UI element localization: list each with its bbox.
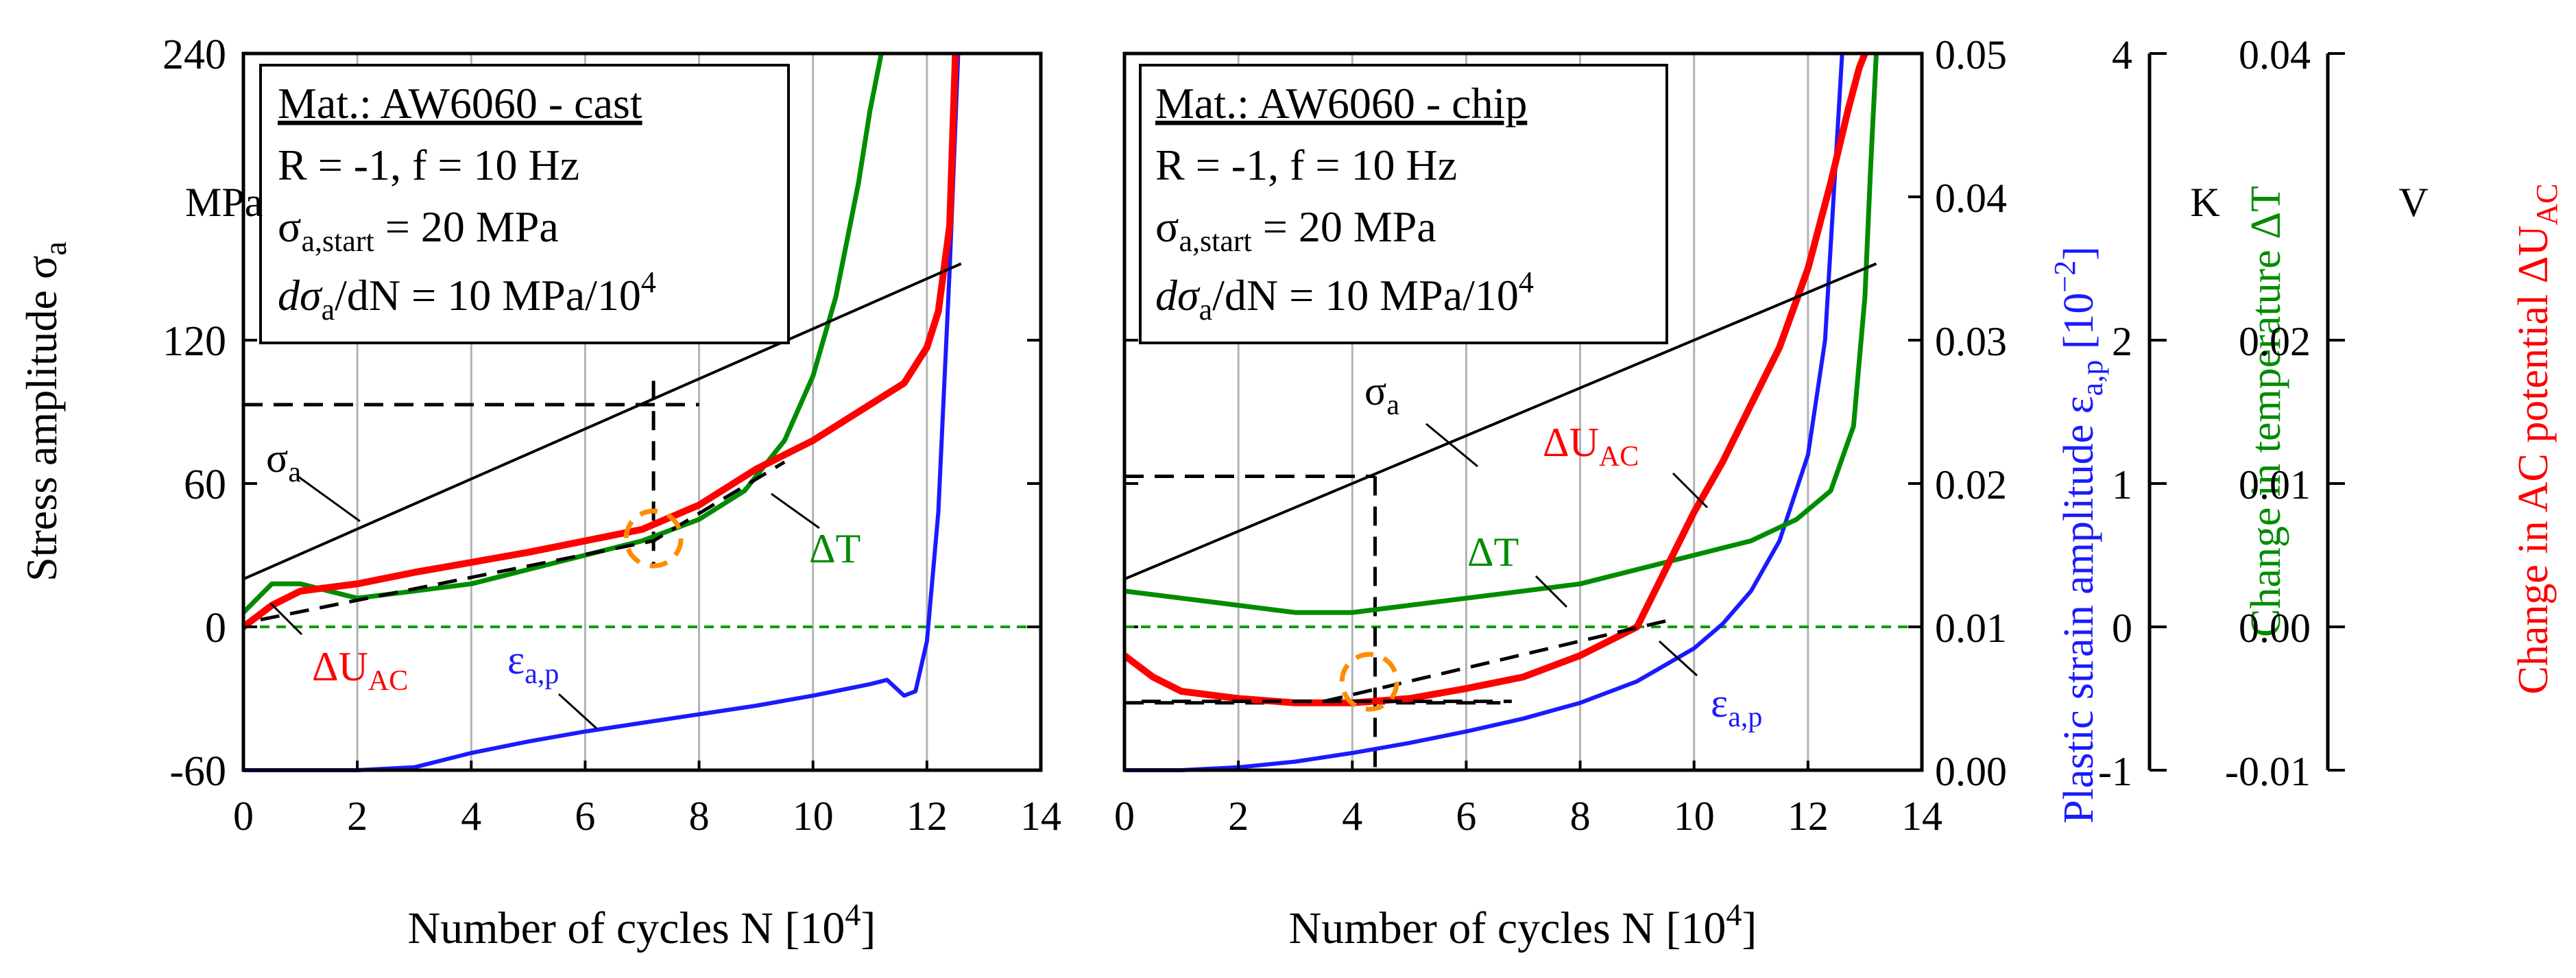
l-x-tick-label: 2 [347,794,368,839]
temperature-y-tick-label: 4 [2112,32,2132,77]
right-legend-box: Mat.: AW6060 - chip R = -1, f = 10 Hz σa… [1139,64,1668,344]
right-label-eps: εa,p [1711,680,1762,733]
r-x-tick-label: 6 [1456,794,1476,839]
right-label-dT: ΔT [1467,529,1519,575]
l-x-tick-label: 14 [1020,794,1061,839]
potential-y-tick-label: 0.02 [2239,319,2311,364]
left-panel: 0 2 4 6 8 10 12 14 σa ΔT ΔUAC εa,p Mat.: AW6060… [233,51,1061,839]
stress-y-tick-label: -60 [169,748,226,795]
strain-y-tick-label: 0.03 [1935,319,2007,364]
right-guide-lines [1124,475,1501,770]
potential-y-ticks: -0.01 0.00 0.01 0.02 0.04 [2225,32,2345,794]
left-series-stress-line [243,262,962,581]
strain-y-tick-label: 0.02 [1935,462,2007,508]
stress-y-axis-label: Stress amplitude σa [17,241,73,582]
temperature-y-tick-label: 1 [2112,462,2132,508]
left-label-dU: ΔUAC [312,644,408,697]
right-legend-ratio-frequency: R = -1, f = 10 Hz [1155,141,1457,189]
strain-y-ticks: 0.00 0.01 0.02 0.03 0.04 0.05 [1908,32,2007,794]
right-annotations: σa ΔUAC ΔT εa,p [1364,368,1762,733]
potential-y-axis-label: Change in AC potential ΔUAC [2510,183,2564,694]
left-x-ticks: 0 2 4 6 8 10 12 14 [233,761,1061,839]
left-legend-box: Mat.: AW6060 - cast R = -1, f = 10 Hz σa… [259,64,790,344]
left-legend-material: Mat.: AW6060 - cast [278,79,642,128]
r-x-tick-label: 12 [1787,794,1829,839]
right-crack-initiation-marker [1339,652,1399,712]
right-legend-start-stress: σa,start = 20 MPa [1155,202,1436,258]
right-series-stress-line [1124,262,1877,581]
left-series-strain-line [243,53,961,772]
l-x-tick-label: 8 [689,794,710,839]
right-series-strain-line [1124,53,1844,772]
l-x-tick-label: 10 [793,794,834,839]
right-plot-frame [1122,51,1924,772]
l-x-tick-label: 4 [461,794,481,839]
temperature-y-tick-label: 2 [2112,319,2132,364]
left-label-eps: εa,p [507,637,559,690]
temperature-y-axis-label: Change in temperature ΔT [2243,186,2289,637]
temperature-y-tick-label: -1 [2098,749,2132,794]
r-x-tick-label: 4 [1342,794,1362,839]
potential-y-tick-label: -0.01 [2225,749,2311,794]
l-x-tick-label: 0 [233,794,254,839]
l-x-tick-label: 6 [575,794,595,839]
strain-y-tick-label: 0.01 [1935,606,2007,651]
right-gridlines [1237,53,1809,770]
left-y-axis: -60 0 60 120 240 Stress amplitude σa MPa [17,32,1138,795]
left-legend-start-stress: σa,start = 20 MPa [278,202,559,258]
left-potential-fit-dashed-line [260,460,786,622]
right-x-ticks: 0 2 4 6 8 10 12 14 [1114,761,1942,839]
potential-y-tick-label: 0.00 [2239,606,2311,651]
stress-y-tick-label: 120 [162,318,226,365]
r-x-tick-label: 14 [1901,794,1942,839]
right-label-dU: ΔUAC [1543,420,1639,473]
strain-y-axis-label: Plastic strain amplitude εa,p [10−2] [2048,246,2109,824]
right-label-sigma: σa [1364,368,1399,421]
right-legend-material: Mat.: AW6060 - chip [1155,79,1527,128]
right-legend-stress-rate: dσa/dN = 10 MPa/104 [1155,265,1534,326]
left-series-temperature-line [241,53,884,615]
stress-y-tick-label: 240 [162,32,226,78]
right-potential-fit-dashed-line [1141,618,1672,704]
strain-y-tick-label: 0.00 [1935,749,2007,794]
potential-y-tick-label: 0.04 [2239,32,2311,77]
stress-y-axis-unit: MPa [185,180,263,225]
left-label-sigma: σa [266,436,301,488]
potential-axis: -0.01 0.00 0.01 0.02 0.04 V Change in AC pot… [2225,32,2564,794]
stress-y-tick-label: 0 [205,605,226,652]
left-plot-frame [241,51,1043,772]
potential-y-tick-label: 0.01 [2239,462,2311,508]
left-legend-ratio-frequency: R = -1, f = 10 Hz [278,141,579,189]
left-annotations: σa ΔT ΔUAC εa,p [266,436,860,730]
r-x-tick-label: 2 [1228,794,1249,839]
potential-y-axis-unit: V [2398,180,2428,225]
l-x-tick-label: 12 [906,794,948,839]
right-series-temperature-line [1124,53,1879,615]
strain-axis: 0.00 0.01 0.02 0.03 0.04 0.05 Plastic strain … [1908,32,2109,824]
stress-y-ticks: -60 0 60 120 240 [162,32,1138,795]
left-x-axis-label: Number of cycles N [104] [408,897,876,953]
r-x-tick-label: 8 [1570,794,1591,839]
right-panel: 0 2 4 6 8 10 12 14 σa ΔUAC ΔT εa,p Mat.: AW6060… [1114,51,1942,839]
temperature-axis: -1 0 1 2 4 K Change in temperature ΔT [2098,32,2289,794]
left-label-dT: ΔT [809,526,860,571]
strain-y-tick-label: 0.05 [1935,32,2007,77]
temperature-y-axis-unit: K [2190,180,2219,225]
temperature-y-ticks: -1 0 1 2 4 [2098,32,2167,794]
left-legend-stress-rate: dσa/dN = 10 MPa/104 [278,265,656,326]
right-x-axis-label: Number of cycles N [104] [1289,897,1757,953]
right-series-potential-line [1122,52,1868,706]
temperature-y-tick-label: 0 [2112,606,2132,651]
left-crack-initiation-marker [623,508,684,569]
strain-y-tick-label: 0.04 [1935,176,2007,221]
r-x-tick-label: 0 [1114,794,1135,839]
stress-y-tick-label: 60 [184,462,226,508]
r-x-tick-label: 10 [1674,794,1715,839]
